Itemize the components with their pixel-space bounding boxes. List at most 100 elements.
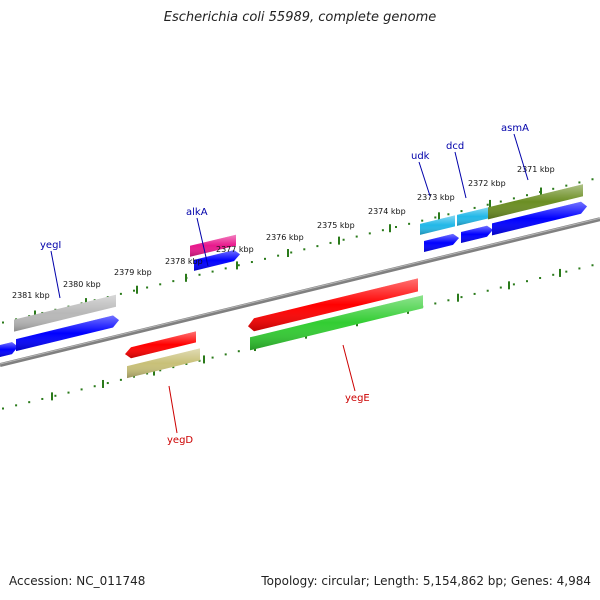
- ruler-dot: [473, 292, 476, 295]
- ruler-dot: [303, 248, 306, 251]
- cds-yegI[interactable]: [16, 315, 119, 352]
- ruler-dot: [421, 219, 424, 222]
- ruler-dot: [159, 283, 162, 286]
- gene-labels: yegI alkA udk dcd asmA yegD yegE: [40, 123, 529, 446]
- ruler-dot: [578, 181, 581, 184]
- genome-summary-text: Topology: circular; Length: 5,154,862 bp…: [261, 574, 591, 588]
- ruler-dot: [395, 226, 397, 229]
- cds-yegD[interactable]: [125, 331, 196, 359]
- ruler-dot: [499, 286, 502, 289]
- ruler-dot: [329, 241, 332, 244]
- gene-alkA[interactable]: [190, 234, 236, 257]
- ruler-dot: [172, 366, 175, 369]
- ruler-dot: [460, 210, 463, 213]
- gene-asmA[interactable]: [488, 184, 583, 220]
- backbone-highlight: [0, 217, 600, 365]
- gene-label-asmA[interactable]: asmA: [501, 123, 529, 134]
- ruler-dot: [146, 372, 149, 375]
- genome-backbone: [0, 217, 600, 367]
- ruler-dot: [512, 197, 515, 200]
- scale-labels: 2381 kbp 2380 kbp 2379 kbp 2378 kbp 2377 kbp…: [12, 165, 555, 300]
- ruler-dot: [106, 382, 109, 385]
- ruler-dot: [80, 388, 83, 391]
- ruler-dot: [473, 206, 476, 209]
- gene-leader-line: [50, 250, 61, 299]
- ruler-dot: [211, 270, 214, 273]
- ruler-dot: [93, 385, 96, 388]
- cds-partial-left[interactable]: [0, 342, 18, 357]
- ruler-dot: [198, 273, 201, 276]
- cds-yegE[interactable]: [248, 278, 418, 332]
- feature-track: [0, 184, 587, 379]
- gene-label-alkA[interactable]: alkA: [186, 207, 208, 218]
- gene-label-dcd[interactable]: dcd: [446, 141, 464, 152]
- ruler-dot: [316, 245, 319, 248]
- ruler-dot: [119, 292, 122, 295]
- ruler-dot: [368, 232, 371, 235]
- ruler-dot: [408, 222, 411, 225]
- ruler-dot: [172, 280, 175, 283]
- ruler-dot: [264, 257, 266, 260]
- scale-label: 2379 kbp: [114, 268, 152, 277]
- ruler-dot: [460, 296, 463, 299]
- gene-label-yegI[interactable]: yegI: [40, 240, 61, 251]
- ruler-dot: [2, 407, 4, 410]
- scale-label: 2380 kbp: [63, 280, 101, 289]
- ruler-dot: [526, 280, 528, 283]
- ruler-dot: [486, 203, 489, 206]
- scale-label: 2375 kbp: [317, 221, 355, 230]
- gene-udk[interactable]: [420, 215, 455, 235]
- gene-yegE[interactable]: [250, 295, 423, 351]
- ruler-dot: [211, 356, 214, 359]
- ruler-dot: [486, 289, 489, 292]
- gene-yegI[interactable]: [14, 294, 116, 332]
- ruler-dot: [499, 200, 502, 203]
- ruler-dot: [146, 286, 149, 289]
- ruler-dot: [41, 397, 44, 400]
- ruler-dot: [2, 321, 4, 324]
- cds-dcd[interactable]: [461, 225, 493, 243]
- cds-asmA[interactable]: [492, 201, 587, 236]
- scale-label: 2377 kbp: [216, 245, 254, 254]
- ruler-dot: [28, 401, 31, 404]
- ruler-dot: [447, 213, 450, 216]
- backbone-line: [0, 217, 600, 367]
- gene-leader-line: [513, 133, 529, 181]
- ruler-dot: [552, 187, 555, 190]
- ruler-dot: [526, 194, 528, 197]
- ruler-dot: [250, 261, 253, 264]
- scale-label: 2381 kbp: [12, 291, 50, 300]
- scale-label: 2376 kbp: [266, 233, 304, 242]
- ruler-dot: [565, 270, 568, 273]
- ruler-dot: [512, 283, 515, 286]
- gene-label-udk[interactable]: udk: [411, 151, 430, 162]
- ruler-dot: [539, 276, 542, 279]
- ruler-dot: [224, 267, 227, 270]
- ruler-dot: [552, 273, 555, 276]
- ruler-dot: [185, 362, 188, 365]
- gene-label-yegD[interactable]: yegD: [167, 435, 193, 446]
- gene-leader-line: [168, 385, 178, 434]
- scale-label: 2371 kbp: [517, 165, 555, 174]
- cds-udk[interactable]: [424, 233, 459, 252]
- ruler-dot: [381, 229, 384, 232]
- ruler-dot: [591, 178, 594, 181]
- ruler-dot: [565, 184, 568, 187]
- ruler-dot: [277, 254, 280, 257]
- ruler-dot: [67, 391, 70, 394]
- ruler-dot: [591, 264, 594, 267]
- gene-leader-line: [196, 217, 209, 267]
- ruler-dot: [434, 216, 437, 219]
- ruler-dot: [119, 378, 122, 381]
- gene-label-yegE[interactable]: yegE: [345, 393, 370, 404]
- gene-leader-line: [454, 151, 467, 199]
- ruler-dot: [237, 350, 240, 353]
- ruler-dot: [342, 238, 345, 241]
- gene-dcd[interactable]: [457, 207, 489, 226]
- ruler-dot: [15, 404, 18, 407]
- gene-yegD[interactable]: [127, 348, 200, 379]
- ruler-dot: [578, 267, 581, 270]
- ruler-dot: [290, 251, 293, 254]
- cds-alkA[interactable]: [194, 250, 240, 271]
